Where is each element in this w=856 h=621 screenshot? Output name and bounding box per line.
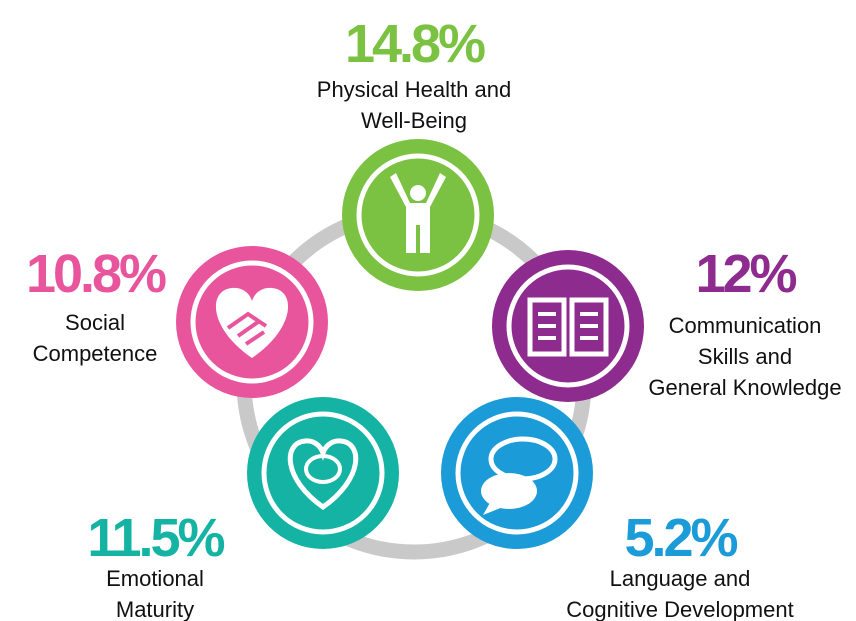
icon-tail: [483, 501, 503, 515]
node-disc: [441, 397, 593, 549]
icon-heart: [215, 287, 289, 358]
node-icon: [527, 297, 609, 357]
node: 10.8% Social Competence: [26, 244, 328, 398]
node-inner-ring: [261, 411, 385, 535]
icon-head: [410, 185, 426, 201]
node-label: Language and: [610, 566, 751, 591]
node-inner-ring: [190, 260, 314, 384]
icon-hands: [226, 311, 268, 346]
node-label: Communication: [669, 313, 822, 338]
node: 5.2%Language and Cognitive Development: [441, 397, 794, 621]
node-inner-ring: [506, 264, 630, 388]
icon-brain: [304, 454, 342, 484]
node-label: Well-Being: [361, 108, 467, 133]
node-percent: 10.8%: [26, 244, 166, 304]
node-label: Cognitive Development: [566, 597, 793, 621]
node-percent: 11.5%: [87, 508, 224, 568]
node-disc: [492, 250, 644, 402]
node: 12% Communication Skills and General Knowle…: [492, 244, 842, 402]
node-inner-ring: [356, 153, 480, 277]
node: 11.5%Emotional Maturity: [87, 397, 399, 621]
node-icon: [390, 173, 446, 253]
node-disc: [247, 397, 399, 549]
icon-body: [390, 173, 446, 253]
node-label: Emotional: [106, 566, 204, 591]
node-label: Skills and: [698, 344, 792, 369]
icon-bubble: [481, 473, 537, 509]
node-icon: [287, 438, 359, 511]
node-percent: 12%: [695, 244, 796, 304]
nodes: 14.8% Physical Health and Well-Being 12% Com…: [26, 14, 842, 621]
node-label: Maturity: [116, 597, 194, 621]
icon-heart: [287, 438, 359, 511]
node-label: Competence: [33, 341, 158, 366]
icon-book: [527, 297, 609, 357]
node-icon: [481, 436, 558, 515]
node-label: Social: [65, 310, 125, 335]
node-label: General Knowledge: [648, 375, 841, 400]
node: 14.8% Physical Health and Well-Being: [317, 14, 511, 291]
node-percent: 5.2%: [624, 508, 737, 568]
node-inner-ring: [455, 411, 579, 535]
node-percent: 14.8%: [345, 14, 485, 74]
node-icon: [215, 287, 289, 358]
node-label: Physical Health and: [317, 77, 511, 102]
